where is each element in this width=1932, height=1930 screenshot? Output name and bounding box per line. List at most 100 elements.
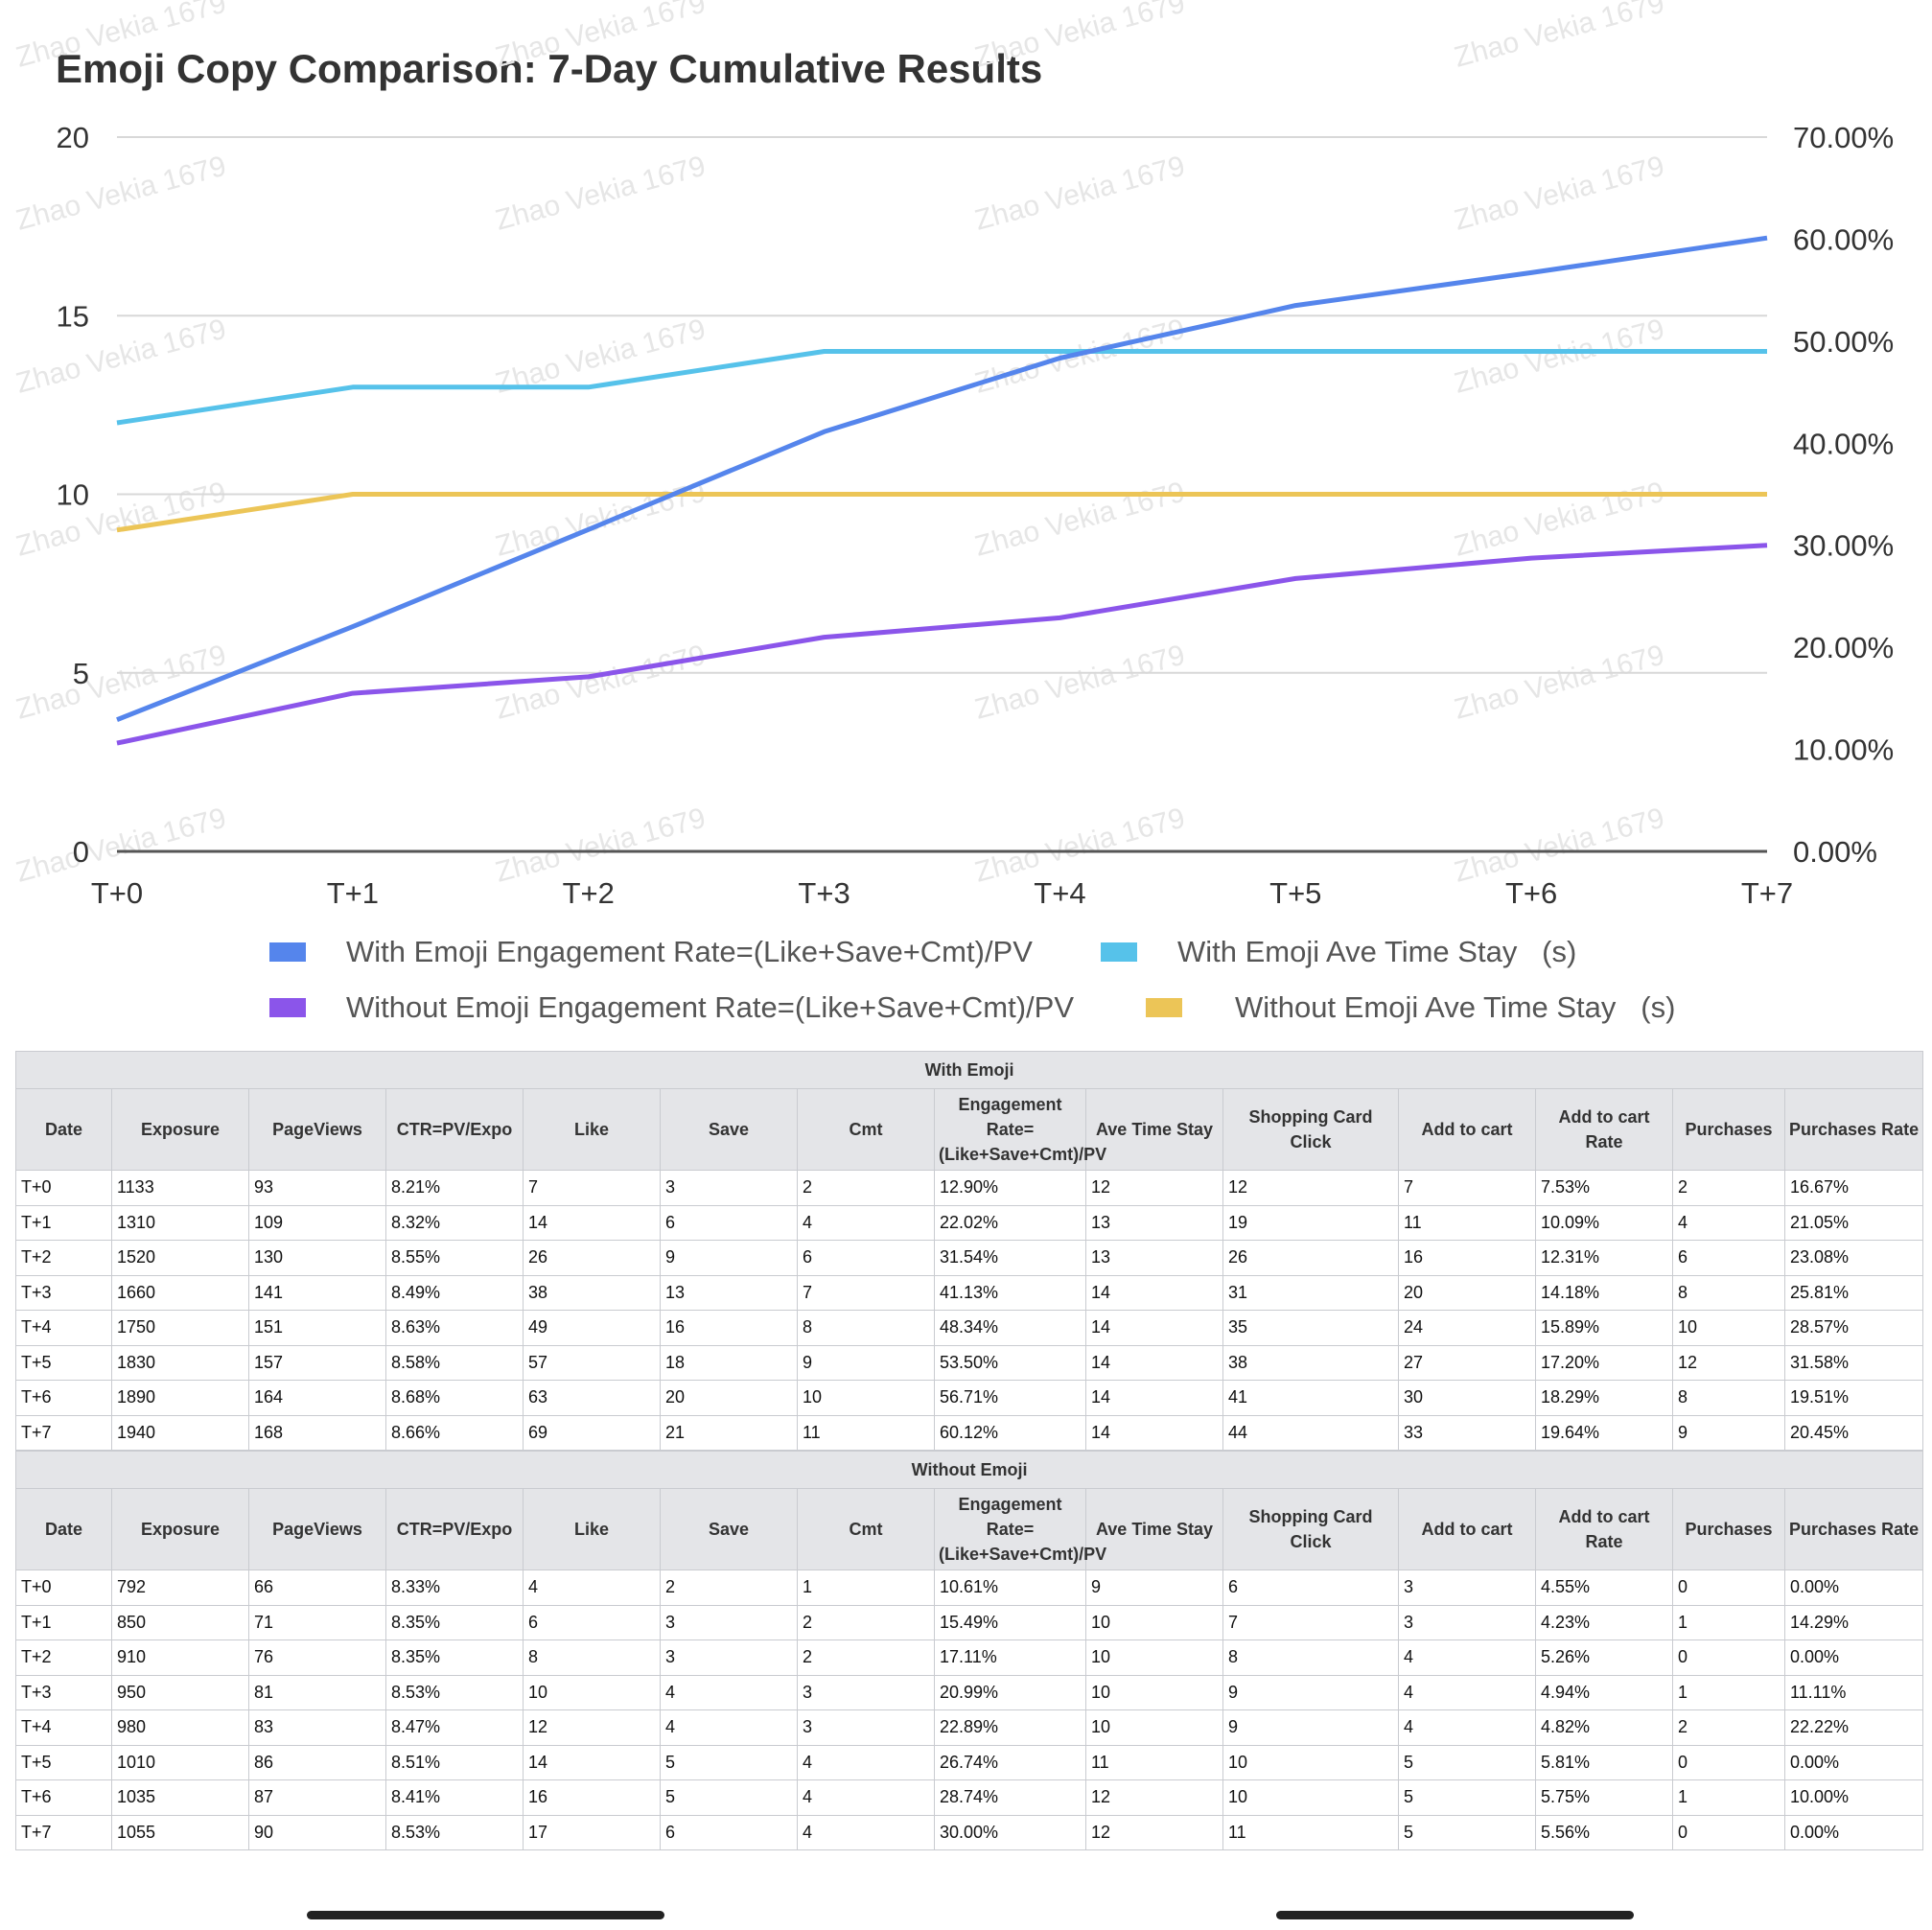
table-header-row: Date Exposure PageViews CTR=PV/Expo Like Save… [15, 1088, 1924, 1171]
table-cell: T+4 [15, 1709, 112, 1746]
table-cell: 15.49% [934, 1604, 1086, 1640]
table-cell: 1 [797, 1570, 935, 1606]
table-cell: 7 [1398, 1170, 1536, 1206]
y-left-tick-label: 5 [73, 657, 89, 690]
table-cell: 8.35% [385, 1639, 524, 1676]
column-header: CTR=PV/Expo [385, 1488, 524, 1570]
table-cell: 14.18% [1535, 1274, 1673, 1311]
table-cell: 3 [660, 1170, 798, 1206]
table-cell: 56.71% [934, 1380, 1086, 1416]
table-cell: 4 [797, 1779, 935, 1816]
table-cell: 141 [248, 1274, 386, 1311]
table-cell: 1890 [111, 1380, 249, 1416]
table-group-title: With Emoji [14, 1051, 1924, 1089]
table-row: T+1 850 71 8.35% 6 3 2 15.49% 10 7 3 4.23% 1 14.29% [15, 1604, 1924, 1640]
table-cell: 19 [1222, 1204, 1399, 1241]
table-cell: 4 [660, 1674, 798, 1710]
table-cell: 14 [523, 1204, 661, 1241]
y-right-tick-label: 0.00% [1793, 835, 1877, 869]
table-cell: 1133 [111, 1170, 249, 1206]
watermark-text: Zhao Vekia 1679 [1451, 477, 1667, 563]
column-header: PageViews [248, 1088, 386, 1171]
table-cell: 8.49% [385, 1274, 524, 1311]
table-cell: 31 [1222, 1274, 1399, 1311]
table-cell: 8 [1222, 1639, 1399, 1676]
column-header: Purchases Rate [1783, 1088, 1924, 1171]
series-line [116, 235, 1768, 723]
table-cell: 12.31% [1535, 1240, 1673, 1276]
table-cell: 5 [1398, 1779, 1536, 1816]
table-cell: 0.00% [1783, 1639, 1924, 1676]
table-cell: T+7 [15, 1814, 112, 1850]
watermark-text: Zhao Vekia 1679 [971, 0, 1188, 74]
table-cell: 6 [523, 1604, 661, 1640]
table-cell: 0.00% [1783, 1744, 1924, 1780]
watermark-text: Zhao Vekia 1679 [1451, 151, 1667, 237]
axis-labels: 0 5 10 15 20 0.00% 10.00% 20.00% 30.00% 40.00% 50.… [57, 121, 1895, 910]
table-cell: 3 [1398, 1604, 1536, 1640]
table-cell: 5.75% [1535, 1779, 1673, 1816]
table-cell: 1310 [111, 1204, 249, 1241]
table-cell: 0 [1672, 1639, 1785, 1676]
table-cell: 8 [523, 1639, 661, 1676]
table-cell: 1940 [111, 1414, 249, 1451]
table-cell: 10 [523, 1674, 661, 1710]
table-row: T+2 1520 130 8.55% 26 9 6 31.54% 13 26 16 12.31% 6 23… [15, 1240, 1924, 1276]
legend-item: Without Emoji Ave Time Stay (s) [1146, 990, 1675, 1025]
table-cell: 12 [523, 1709, 661, 1746]
table-cell: 130 [248, 1240, 386, 1276]
table-cell: 21 [660, 1414, 798, 1451]
table-header-row: Date Exposure PageViews CTR=PV/Expo Like Save… [15, 1488, 1924, 1570]
column-header: Ave Time Stay [1085, 1088, 1223, 1171]
table-cell: 2 [1672, 1709, 1785, 1746]
table-cell: 22.89% [934, 1709, 1086, 1746]
column-header: Engagement Rate=(Like+Save+Cmt)/PV [934, 1488, 1106, 1570]
watermark-text: Zhao Vekia 1679 [1451, 639, 1667, 726]
x-tick-label: T+5 [1269, 876, 1321, 910]
table-cell: 38 [1222, 1344, 1399, 1381]
table-cell: 3 [660, 1639, 798, 1676]
table-cell: 2 [660, 1570, 798, 1606]
table-cell: 30 [1398, 1380, 1536, 1416]
table-cell: 66 [248, 1570, 386, 1606]
table-cell: 6 [797, 1240, 935, 1276]
table-cell: 8 [1672, 1380, 1785, 1416]
table-cell: 17.20% [1535, 1344, 1673, 1381]
column-header: Like [523, 1088, 661, 1171]
table-cell: 8.63% [385, 1310, 524, 1346]
table-cell: 2 [797, 1604, 935, 1640]
table-cell: 4.82% [1535, 1709, 1673, 1746]
table-cell: 60.12% [934, 1414, 1086, 1451]
table-cell: 1750 [111, 1310, 249, 1346]
table-cell: 151 [248, 1310, 386, 1346]
table-cell: 17 [523, 1814, 661, 1850]
table-cell: T+2 [15, 1240, 112, 1276]
table-cell: 63 [523, 1380, 661, 1416]
series-line [116, 492, 1767, 533]
table-cell: 13 [1085, 1204, 1223, 1241]
table-cell: 11 [1222, 1814, 1399, 1850]
watermark-text: Zhao Vekia 1679 [492, 0, 709, 74]
table-cell: 6 [1672, 1240, 1785, 1276]
column-header: Like [523, 1488, 661, 1570]
table-cell: 9 [1222, 1709, 1399, 1746]
legend-item: Without Emoji Engagement Rate=(Like+Save… [269, 990, 1074, 1025]
table-cell: 8 [1672, 1274, 1785, 1311]
table-cell: 86 [248, 1744, 386, 1780]
y-left-tick-label: 10 [57, 478, 89, 512]
table-cell: 48.34% [934, 1310, 1086, 1346]
table-cell: 10 [1672, 1310, 1785, 1346]
table-cell: 168 [248, 1414, 386, 1451]
table-cell: 41 [1222, 1380, 1399, 1416]
table-cell: 0 [1672, 1744, 1785, 1780]
watermark-text: Zhao Vekia 1679 [12, 314, 229, 400]
table-row: T+5 1830 157 8.58% 57 18 9 53.50% 14 38 27 17.20% 12… [15, 1344, 1924, 1381]
table-cell: 28.57% [1783, 1310, 1924, 1346]
table-cell: 14 [1085, 1344, 1223, 1381]
home-indicator-left [307, 1911, 664, 1919]
y-right-tick-label: 20.00% [1793, 631, 1894, 664]
table-cell: 7 [523, 1170, 661, 1206]
table-cell: 850 [111, 1604, 249, 1640]
table-cell: 5 [1398, 1744, 1536, 1780]
home-indicator-right [1276, 1911, 1634, 1919]
